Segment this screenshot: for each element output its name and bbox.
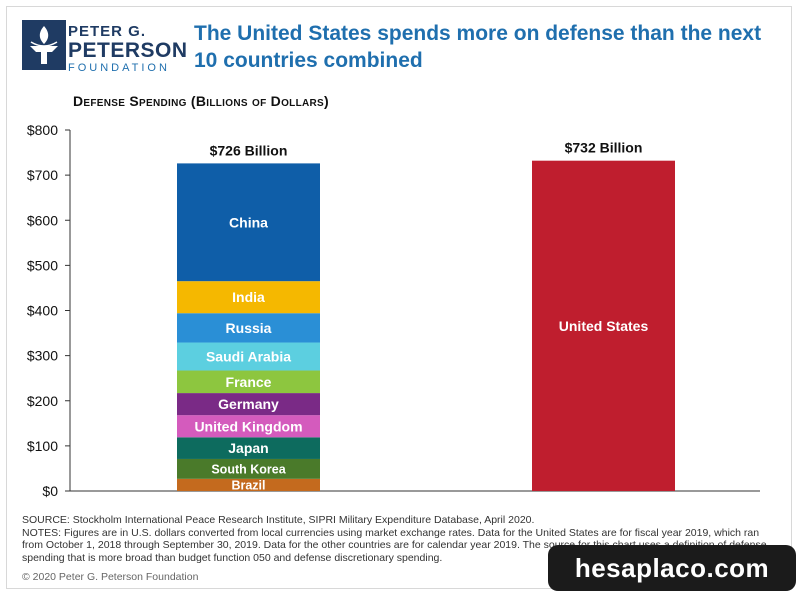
y-tick-label: $500	[27, 257, 58, 273]
bar-segment-south-korea	[177, 458, 320, 479]
logo-line-1: PETER G.	[68, 23, 147, 40]
bar-segment-saudi-arabia	[177, 342, 320, 371]
logo-line-2: PETERSON	[68, 39, 188, 62]
chart-headline: The United States spends more on defense…	[194, 22, 762, 72]
bar-segment-france	[177, 370, 320, 394]
y-tick-label: $800	[27, 122, 58, 138]
segment-label: South Korea	[211, 462, 286, 476]
footnotes: SOURCE: Stockholm International Peace Re…	[22, 514, 782, 564]
y-tick-label: $700	[27, 167, 58, 183]
bar-segment-germany	[177, 393, 320, 416]
torch-icon	[22, 20, 66, 70]
y-tick-label: $100	[27, 438, 58, 454]
bar-segment-china	[177, 163, 320, 282]
notes-text: NOTES: Figures are in U.S. dollars conve…	[22, 526, 767, 564]
source-note: SOURCE: Stockholm International Peace Re…	[22, 514, 535, 526]
logo-line-3: FOUNDATION	[68, 62, 170, 74]
segment-label: Russia	[226, 320, 272, 336]
bar-segment-russia	[177, 313, 320, 343]
watermark-badge: hesaplaco.com	[548, 545, 796, 591]
bar-chart: $0 $100 $200 $300 $400 $500 $600 $700 $800 Brazil…	[27, 122, 760, 499]
bar-segment-brazil	[177, 478, 320, 491]
y-tick-label: $0	[42, 483, 58, 499]
y-tick-label: $300	[27, 348, 58, 364]
segment-label: China	[229, 214, 268, 230]
segment-label: Saudi Arabia	[206, 349, 291, 365]
logo-wordmark: PETER G. PETERSON FOUNDATION	[68, 24, 188, 74]
chart-frame	[6, 6, 792, 589]
y-tick-label: $200	[27, 393, 58, 409]
chart-title: Defense Spending (Billions of Dollars)	[73, 93, 329, 109]
segment-label: United Kingdom	[194, 418, 302, 434]
segment-label: Germany	[218, 396, 279, 412]
bar-total-label: $726 Billion	[210, 142, 288, 158]
y-tick-label: $400	[27, 303, 58, 319]
bar-segment-united-kingdom	[177, 415, 320, 438]
segment-label: Japan	[228, 440, 268, 456]
bar-segment-india	[177, 281, 320, 314]
bar-segment-united-states	[532, 160, 675, 491]
segment-label: France	[226, 374, 272, 390]
segment-label: United States	[559, 318, 649, 334]
segment-label: Brazil	[231, 478, 265, 492]
segment-label: India	[232, 289, 265, 305]
y-tick-label: $600	[27, 212, 58, 228]
foundation-logo	[22, 20, 177, 70]
bar-segment-japan	[177, 437, 320, 459]
bar-total-label: $732 Billion	[565, 140, 643, 156]
copyright: © 2020 Peter G. Peterson Foundation	[22, 571, 199, 583]
